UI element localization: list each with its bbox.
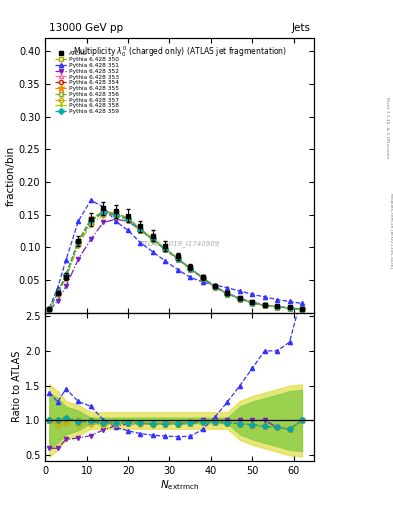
Text: Rivet 3.1.10, ≥ 3.1M events: Rivet 3.1.10, ≥ 3.1M events xyxy=(385,97,389,159)
X-axis label: $N_\mathrm{extrm{ch}}$: $N_\mathrm{extrm{ch}}$ xyxy=(160,478,200,492)
Text: ATLAS_2019_I1740909: ATLAS_2019_I1740909 xyxy=(140,241,220,247)
Text: 13000 GeV pp: 13000 GeV pp xyxy=(49,23,123,33)
Legend: ATLAS, Pythia 6.428 350, Pythia 6.428 351, Pythia 6.428 352, Pythia 6.428 353, P: ATLAS, Pythia 6.428 350, Pythia 6.428 35… xyxy=(53,50,120,116)
Text: Multiplicity $\lambda_0^0$ (charged only) (ATLAS jet fragmentation): Multiplicity $\lambda_0^0$ (charged only… xyxy=(73,44,287,59)
Y-axis label: fraction/bin: fraction/bin xyxy=(6,145,16,205)
Text: Jets: Jets xyxy=(292,23,310,33)
Text: mcplots.cern.ch [arXiv:1306.3436]: mcplots.cern.ch [arXiv:1306.3436] xyxy=(389,193,393,268)
Y-axis label: Ratio to ATLAS: Ratio to ATLAS xyxy=(12,351,22,422)
